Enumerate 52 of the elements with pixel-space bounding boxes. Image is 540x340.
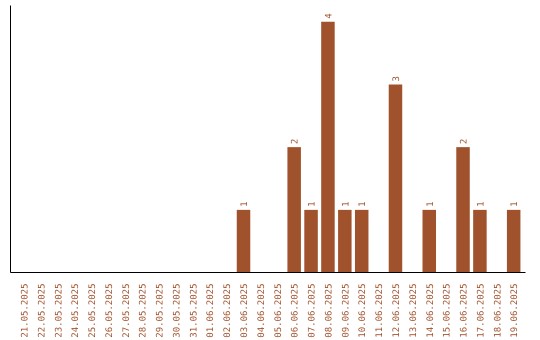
x-tick-label: 31.05.2025 <box>189 283 200 338</box>
bar <box>338 210 352 272</box>
bar <box>354 210 368 272</box>
x-tick-label: 12.06.2025 <box>392 283 402 338</box>
x-tick-label: 19.06.2025 <box>510 283 520 338</box>
data-label: 4 <box>324 13 334 19</box>
x-tick-label: 30.05.2025 <box>172 283 182 338</box>
x-tick-label: 06.06.2025 <box>290 283 301 338</box>
x-tick-label: 13.06.2025 <box>408 283 419 338</box>
bar <box>287 147 301 272</box>
data-label: 1 <box>341 201 352 207</box>
data-label: 2 <box>290 138 301 144</box>
x-tick-label: 25.05.2025 <box>88 283 98 338</box>
data-label: 1 <box>476 201 486 207</box>
x-tick-label: 22.05.2025 <box>37 283 48 338</box>
x-tick-label: 11.06.2025 <box>375 283 386 338</box>
x-tick-label: 29.05.2025 <box>156 283 166 338</box>
x-tick-label: 26.05.2025 <box>104 283 115 338</box>
x-tick-label: 17.06.2025 <box>476 283 486 338</box>
x-tick-label: 21.05.2025 <box>20 283 31 338</box>
bar <box>321 22 335 272</box>
x-tick-label: 24.05.2025 <box>71 283 82 338</box>
data-label: 1 <box>240 201 250 207</box>
x-tick-label: 14.06.2025 <box>426 283 436 338</box>
data-label: 1 <box>358 201 368 207</box>
x-tick-label: 28.05.2025 <box>138 283 149 338</box>
bar <box>473 210 487 272</box>
data-label: 1 <box>308 201 318 207</box>
x-tick-label: 01.06.2025 <box>206 283 216 338</box>
x-tick-label: 03.06.2025 <box>240 283 250 338</box>
data-label: 3 <box>392 76 402 82</box>
x-tick-label: 18.06.2025 <box>493 283 504 338</box>
bar <box>422 210 436 272</box>
x-tick-label: 05.06.2025 <box>274 283 284 338</box>
bar <box>236 210 250 272</box>
data-label: 1 <box>426 201 436 207</box>
x-tick-label: 23.05.2025 <box>54 283 64 338</box>
bar <box>304 210 318 272</box>
bar <box>456 147 470 272</box>
x-tick-label: 04.06.2025 <box>256 283 267 338</box>
x-tick-label: 07.06.2025 <box>308 283 318 338</box>
bar <box>388 84 402 272</box>
x-tick-label: 27.05.2025 <box>122 283 132 338</box>
bar <box>506 210 520 272</box>
x-tick-label: 09.06.2025 <box>341 283 352 338</box>
x-tick-label: 10.06.2025 <box>358 283 368 338</box>
x-tick-label: 15.06.2025 <box>442 283 453 338</box>
x-tick-label: 02.06.2025 <box>223 283 234 338</box>
data-label: 2 <box>460 138 470 144</box>
data-label: 1 <box>510 201 520 207</box>
x-tick-label: 08.06.2025 <box>324 283 334 338</box>
x-tick-label: 16.06.2025 <box>460 283 470 338</box>
